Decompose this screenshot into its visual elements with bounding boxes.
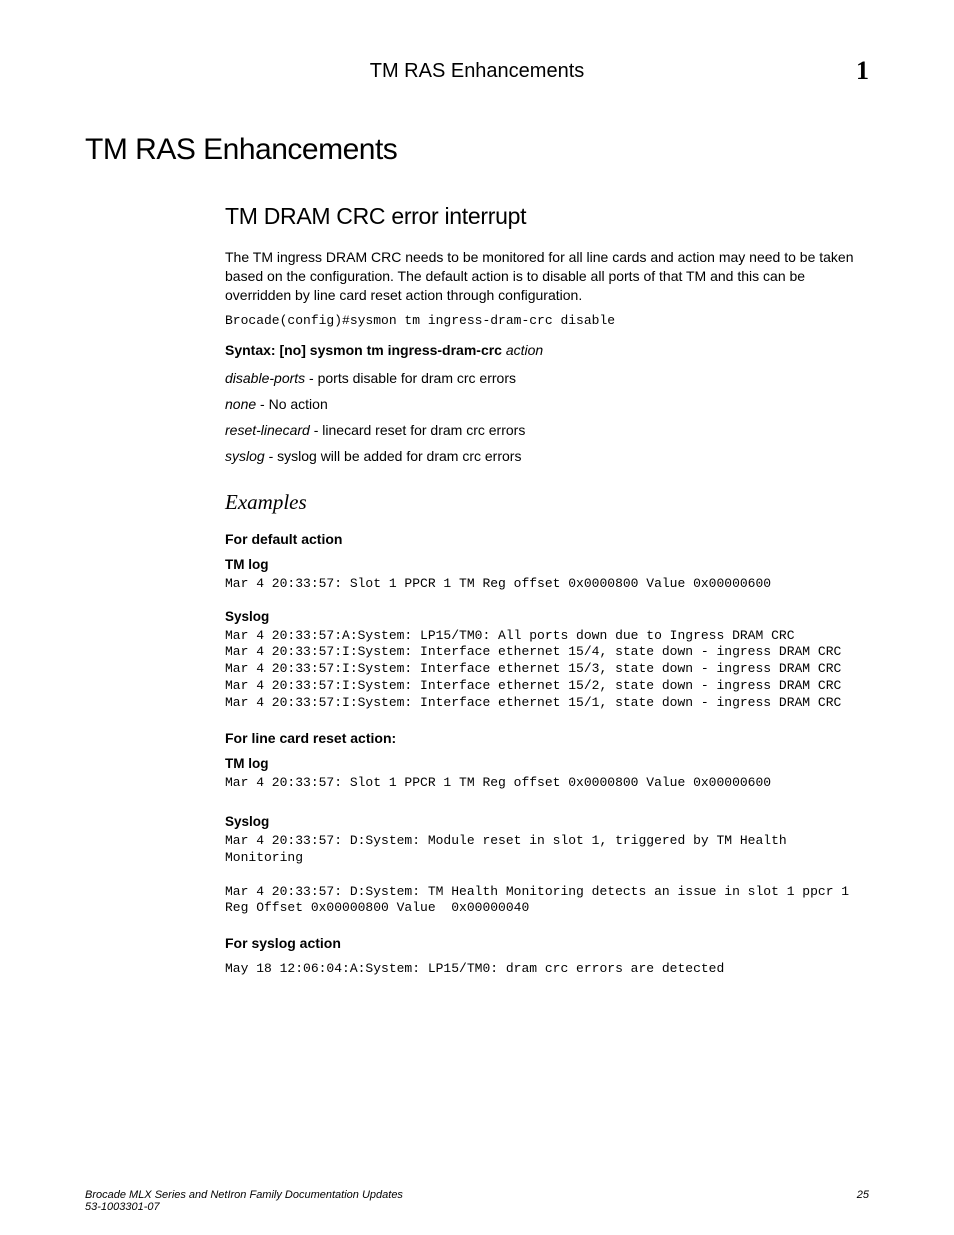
param-reset-linecard: reset-linecard - linecard reset for dram… [225, 422, 869, 438]
running-header: TM RAS Enhancements 1 [85, 60, 869, 83]
example-title: For line card reset action: [225, 730, 869, 746]
syslog-output: Mar 4 20:33:57: D:System: Module reset i… [225, 833, 869, 917]
param-desc: - syslog will be added for dram crc erro… [265, 448, 522, 464]
section-heading: TM DRAM CRC error interrupt [225, 203, 869, 230]
syntax-label: Syntax: [225, 342, 276, 358]
intro-paragraph: The TM ingress DRAM CRC needs to be moni… [225, 248, 869, 305]
tmlog-label: TM log [225, 756, 869, 771]
footer-doc-title: Brocade MLX Series and NetIron Family Do… [85, 1189, 869, 1201]
param-desc: - linecard reset for dram crc errors [310, 422, 526, 438]
page: TM RAS Enhancements 1 TM RAS Enhancement… [0, 0, 954, 1235]
param-name: syslog [225, 448, 265, 464]
param-none: none - No action [225, 396, 869, 412]
param-desc: - No action [256, 396, 328, 412]
chapter-number: 1 [856, 56, 869, 86]
syslog-output: Mar 4 20:33:57:A:System: LP15/TM0: All p… [225, 628, 869, 712]
tmlog-output: Mar 4 20:33:57: Slot 1 PPCR 1 TM Reg off… [225, 576, 869, 593]
param-syslog: syslog - syslog will be added for dram c… [225, 448, 869, 464]
tmlog-output: Mar 4 20:33:57: Slot 1 PPCR 1 TM Reg off… [225, 775, 869, 792]
content-block: TM DRAM CRC error interrupt The TM ingre… [225, 203, 869, 978]
param-desc: - ports disable for dram crc errors [305, 370, 516, 386]
syslog-output: May 18 12:06:04:A:System: LP15/TM0: dram… [225, 961, 869, 978]
command-example: Brocade(config)#sysmon tm ingress-dram-c… [225, 313, 869, 328]
syntax-line: Syntax: [no] sysmon tm ingress-dram-crc … [225, 342, 869, 358]
param-name: disable-ports [225, 370, 305, 386]
running-title: TM RAS Enhancements [370, 60, 585, 82]
syntax-command: [no] sysmon tm ingress-dram-crc [279, 342, 502, 358]
syntax-arg: action [506, 342, 543, 358]
syslog-label: Syslog [225, 814, 869, 829]
syslog-label: Syslog [225, 609, 869, 624]
page-number: 25 [857, 1189, 869, 1201]
examples-heading: Examples [225, 490, 869, 515]
param-name: none [225, 396, 256, 412]
page-footer: Brocade MLX Series and NetIron Family Do… [85, 1189, 869, 1213]
footer-doc-number: 53-1003301-07 [85, 1201, 869, 1213]
example-title: For default action [225, 531, 869, 547]
example-title: For syslog action [225, 935, 869, 951]
tmlog-label: TM log [225, 557, 869, 572]
param-name: reset-linecard [225, 422, 310, 438]
param-disable-ports: disable-ports - ports disable for dram c… [225, 370, 869, 386]
page-title: TM RAS Enhancements [85, 133, 869, 167]
